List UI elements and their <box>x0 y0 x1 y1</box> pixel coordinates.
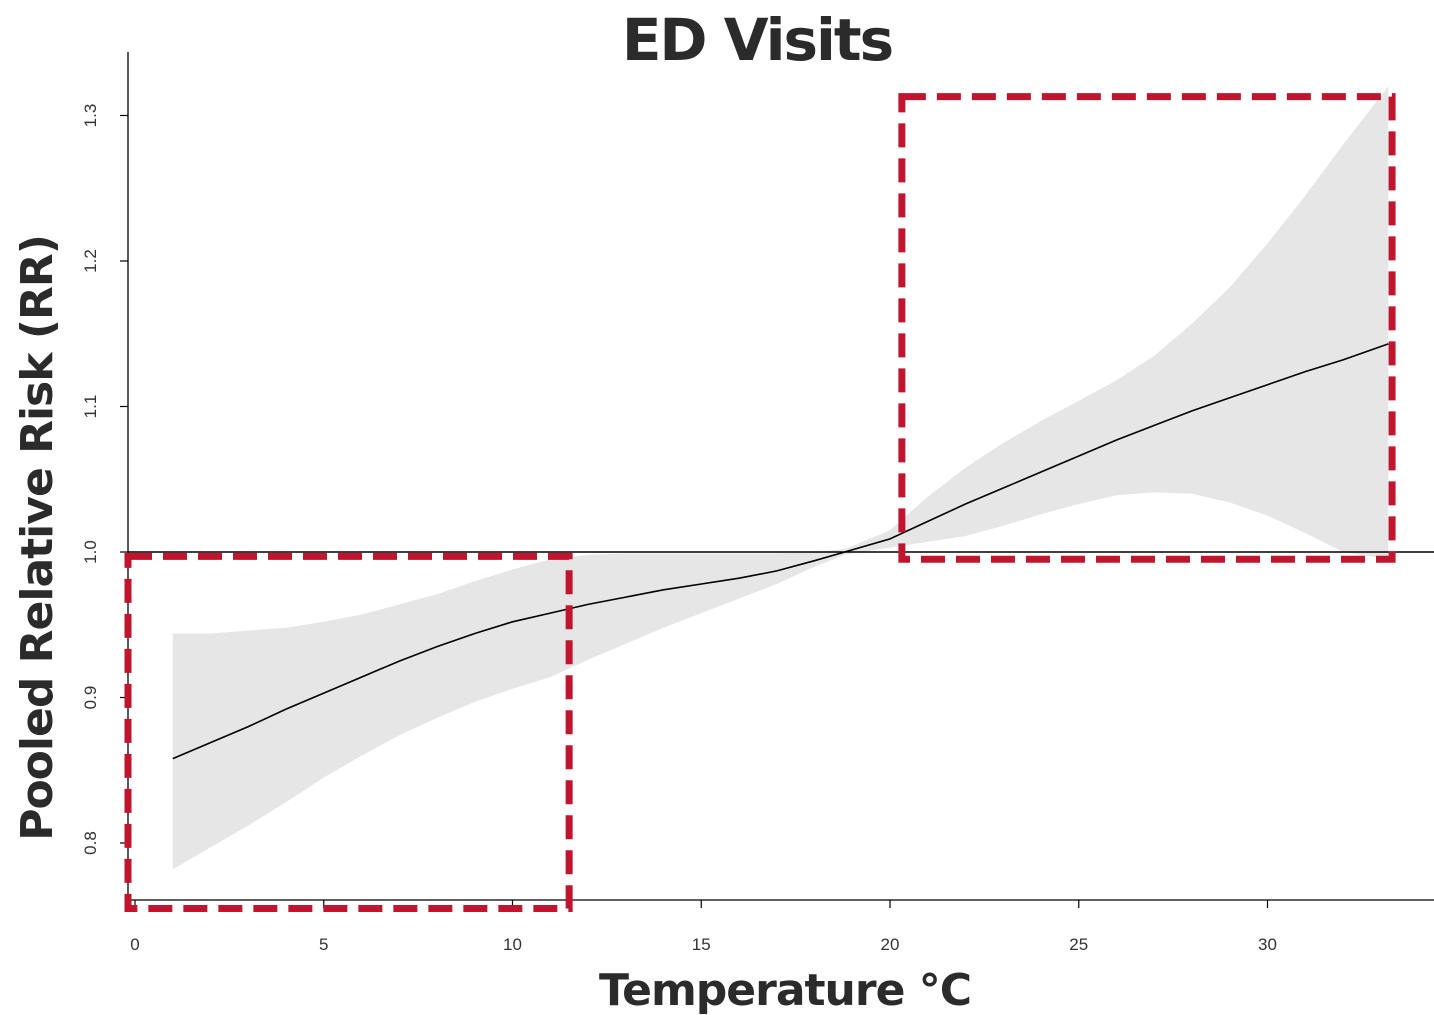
rr-line <box>172 343 1389 760</box>
plot-area: 0 5 10 15 20 25 30 0.8 0.9 1.0 1.1 1.2 1.3 <box>81 52 1434 954</box>
chart-title: ED Visits <box>622 6 892 74</box>
confidence-band <box>172 86 1389 870</box>
y-tick-label: 0.9 <box>81 686 100 710</box>
x-tick-label: 5 <box>319 935 328 954</box>
highlight-box-cold <box>124 552 573 912</box>
x-axis-title: Temperature °C <box>599 965 971 1015</box>
y-tick-label: 1.1 <box>81 395 100 419</box>
y-tick-label: 1.3 <box>81 104 100 128</box>
x-tick-label: 30 <box>1258 935 1277 954</box>
x-tick-label: 0 <box>130 935 139 954</box>
y-tick-label: 0.8 <box>81 831 100 855</box>
y-tick-label: 1.2 <box>81 249 100 273</box>
x-tick-label: 15 <box>692 935 711 954</box>
highlight-box-heat <box>898 93 1396 563</box>
x-tick-label: 20 <box>881 935 900 954</box>
y-tick-label: 1.0 <box>81 540 100 564</box>
x-tick-label: 25 <box>1069 935 1088 954</box>
x-tick-label: 10 <box>503 935 522 954</box>
y-axis-title: Pooled Relative Risk (RR) <box>12 235 63 841</box>
